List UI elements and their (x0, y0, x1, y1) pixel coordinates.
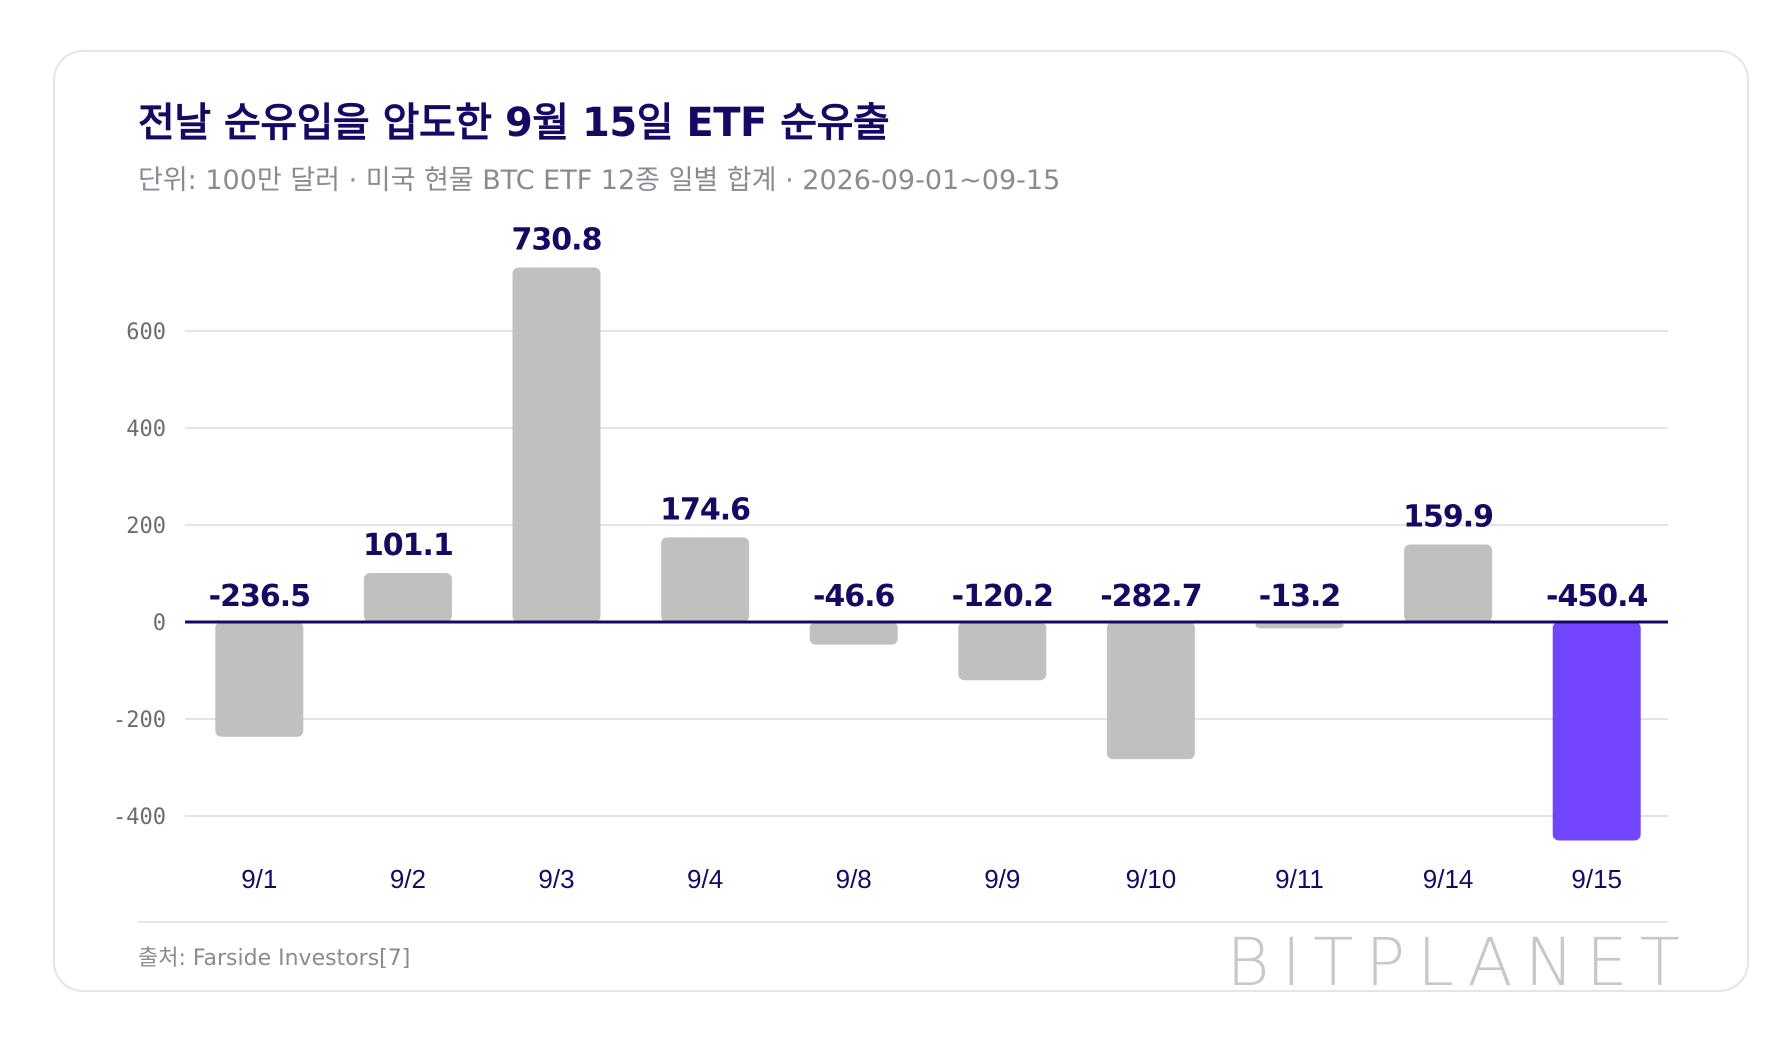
data-label: -46.6 (813, 579, 895, 614)
bar-9-15 (1552, 622, 1641, 841)
data-label: 174.6 (660, 492, 750, 527)
bar-9-3 (512, 267, 601, 622)
y-tick-label: -400 (113, 805, 166, 830)
chart-subtitle: 단위: 100만 달러 · 미국 현물 BTC ETF 12종 일별 합계 · … (138, 165, 1061, 196)
bar-9-14 (1404, 544, 1493, 622)
bar-9-10 (1106, 622, 1195, 760)
x-tick-label: 9/4 (687, 864, 723, 894)
y-tick-label: -200 (113, 708, 166, 733)
y-tick-label: 200 (126, 514, 166, 539)
x-tick-label: 9/10 (1126, 864, 1177, 894)
x-tick-label: 9/14 (1423, 864, 1474, 894)
chart-card (53, 50, 1749, 992)
x-tick-label: 9/11 (1275, 864, 1324, 894)
y-tick-label: 0 (153, 611, 166, 636)
x-tick-label: 9/1 (241, 864, 277, 894)
bar-9-8 (809, 622, 898, 645)
data-label: -450.4 (1546, 579, 1647, 614)
y-tick-label: 600 (126, 320, 166, 345)
source-note: 출처: Farside Investors[7] (138, 946, 411, 971)
data-label: 159.9 (1403, 499, 1493, 534)
x-tick-label: 9/2 (390, 864, 426, 894)
bar-9-9 (958, 622, 1047, 681)
data-label: -282.7 (1100, 579, 1201, 614)
data-label: -120.2 (952, 579, 1053, 614)
bar-9-1 (215, 622, 304, 737)
data-label: 730.8 (512, 223, 602, 258)
y-tick-label: 400 (126, 417, 166, 442)
chart-title: 전날 순유입을 압도한 9월 15일 ETF 순유출 (138, 100, 890, 146)
brand-logo: BITPLANET (1226, 924, 1692, 1001)
x-tick-label: 9/15 (1571, 864, 1622, 894)
bar-9-4 (661, 537, 750, 622)
data-label: -13.2 (1259, 579, 1340, 614)
footer-divider (138, 921, 1668, 923)
x-tick-label: 9/9 (984, 864, 1020, 894)
data-label: -236.5 (209, 579, 310, 614)
x-tick-label: 9/3 (538, 864, 574, 894)
bar-9-2 (363, 572, 452, 622)
bar-9-11 (1255, 622, 1344, 629)
x-tick-label: 9/8 (836, 864, 872, 894)
data-label: 101.1 (363, 528, 453, 563)
